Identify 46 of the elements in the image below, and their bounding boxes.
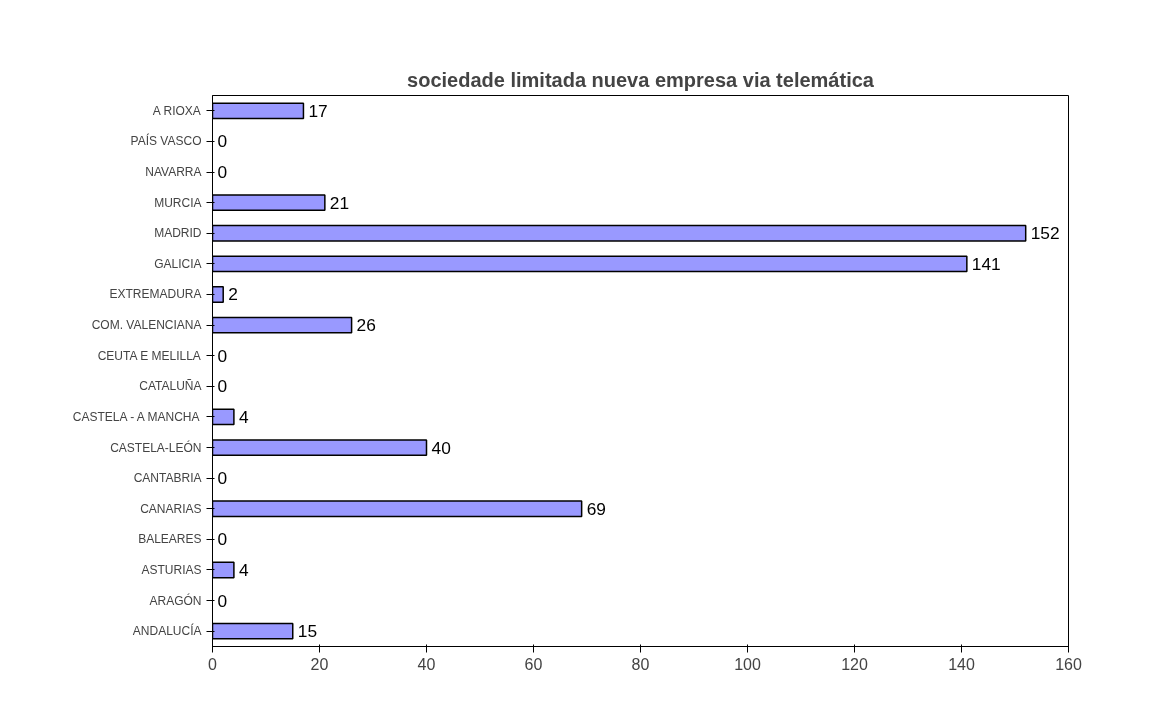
data-label: 21 [329,192,350,213]
y-tick-label: ANDALUCÍA [132,623,202,639]
data-label: 26 [356,315,376,336]
y-tick-label: PAÍS VASCO [130,133,202,149]
data-label: 0 [217,162,228,183]
data-label: 17 [308,100,328,121]
data-label: 141 [971,253,1001,274]
data-label: 69 [586,498,606,519]
y-tick-label: GALICIA [154,256,202,271]
x-tick-label: 80 [631,655,650,673]
x-tick-label: 0 [208,655,218,673]
x-tick-label: 100 [734,655,761,673]
data-label: 0 [217,468,228,489]
x-tick-label: 60 [524,655,543,673]
y-tick-label: COM. VALENCIANA [91,318,202,333]
x-tick-label: 40 [417,655,436,673]
chart-title: sociedade limitada nueva empresa via telemática [407,68,875,91]
y-tick-label: CASTELA - A MANCHA [72,409,200,424]
data-label: 2 [228,284,238,305]
y-tick-label: EXTREMADURA [109,287,202,302]
data-label: 4 [238,559,249,580]
y-tick-label: MURCIA [154,195,202,210]
x-tick-label: 160 [1055,655,1082,673]
y-tick-label: CANTABRIA [133,471,202,486]
data-label: 0 [217,345,228,366]
y-tick-label: CEUTA E MELILLA [97,348,201,363]
data-label: 40 [431,437,451,458]
y-tick-label: A RIOXA [152,103,201,118]
y-tick-label: ASTURIAS [141,562,202,577]
data-label: 0 [217,529,228,550]
data-label: 0 [217,131,228,152]
data-label: 4 [238,406,249,427]
x-tick-label: 20 [310,655,329,673]
x-tick-label: 140 [948,655,975,673]
y-tick-label: MADRID [154,226,202,241]
data-label: 0 [217,376,228,397]
data-label: 15 [297,621,318,642]
y-tick-label: CATALUÑA [139,379,202,394]
data-label: 0 [217,590,228,611]
y-tick-label: ARAGÓN [149,592,202,608]
x-tick-label: 120 [841,655,868,673]
y-tick-label: NAVARRA [145,165,202,180]
y-tick-label: BALEARES [138,532,202,547]
y-tick-label: CANARIAS [140,501,202,516]
y-tick-label: CASTELA-LEÓN [110,439,202,455]
data-label: 152 [1030,223,1060,244]
